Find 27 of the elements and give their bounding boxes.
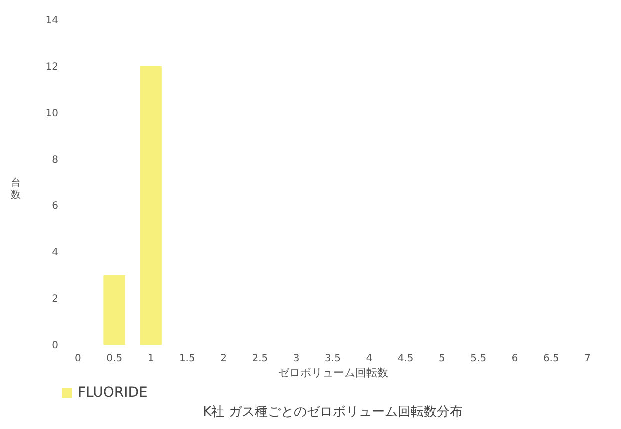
x-tick-label: 3 (293, 354, 300, 364)
x-tick-label: 5.5 (470, 354, 487, 364)
x-tick-label: 1.5 (179, 354, 196, 364)
x-tick-label: 6.5 (543, 354, 560, 364)
x-tick-label: 4 (366, 354, 373, 364)
y-tick-label: 0 (52, 340, 58, 352)
y-tick-label: 8 (52, 154, 58, 166)
x-tick-label: 5 (439, 354, 446, 364)
x-tick-label: 0.5 (106, 354, 123, 364)
x-tick-label: 3.5 (325, 354, 341, 364)
y-tick-label: 2 (52, 294, 58, 306)
y-tick-label: 10 (46, 108, 58, 120)
y-axis-title: 台数 (10, 177, 21, 201)
x-tick-label: 2.5 (252, 354, 268, 364)
y-tick-label: 4 (52, 248, 58, 259)
y-tick-label: 12 (46, 62, 58, 73)
x-tick-label: 2 (220, 354, 227, 364)
x-tick-label: 0 (75, 354, 82, 364)
text: K社 ガス種ごとのゼロボリューム回転数分布 (203, 405, 463, 420)
x-axis-title: ゼロボリューム回転数 (278, 366, 388, 380)
y-tick-label: 6 (52, 201, 58, 212)
x-tick-label: 1 (148, 354, 154, 364)
legend-label: FLUORIDE (78, 385, 148, 401)
x-tick-label: 4.5 (398, 354, 414, 364)
x-tick-label: 6 (512, 354, 518, 364)
y-tick-label: 14 (46, 16, 58, 26)
x-tick-label: 7 (584, 354, 591, 364)
